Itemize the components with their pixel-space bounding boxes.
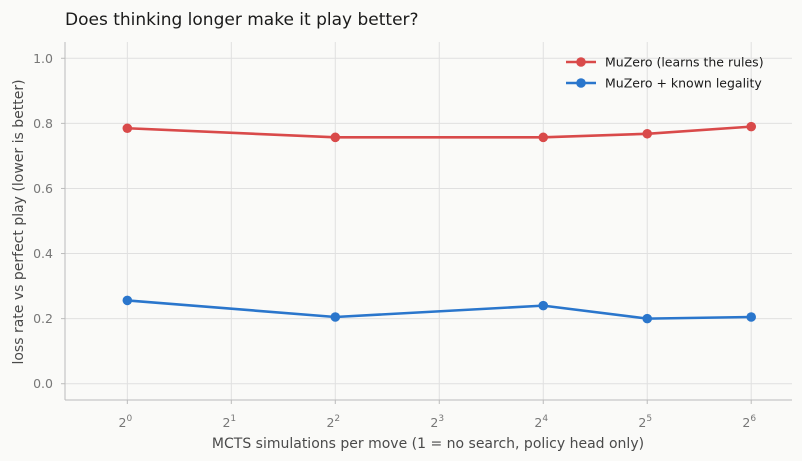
- y-axis-label: loss rate vs perfect play (lower is bett…: [11, 79, 27, 364]
- x-tick-label: 23: [430, 414, 444, 430]
- legend-label-1: MuZero + known legality: [605, 76, 762, 91]
- legend-label-0: MuZero (learns the rules): [605, 55, 764, 70]
- x-tick-label: 22: [326, 414, 340, 430]
- legend-marker-1: [576, 78, 586, 88]
- data-point: [122, 123, 133, 134]
- legend: MuZero (learns the rules) MuZero + known …: [566, 55, 764, 91]
- data-point: [538, 300, 549, 311]
- y-tick-label: 1.0: [33, 51, 53, 66]
- data-point: [538, 132, 549, 143]
- y-tick-label: 0.4: [33, 246, 53, 261]
- data-point: [122, 295, 133, 306]
- x-tick-label: 24: [534, 414, 548, 430]
- y-tick-label: 0.2: [33, 311, 53, 326]
- x-tick-label: 21: [222, 414, 236, 430]
- data-point: [642, 128, 653, 139]
- x-tick-label: 25: [638, 414, 652, 430]
- y-tick-label: 0.8: [33, 116, 53, 131]
- data-point: [746, 121, 757, 132]
- x-axis-label: MCTS simulations per move (1 = no search…: [212, 436, 644, 452]
- grid: [65, 42, 792, 400]
- data-point: [746, 312, 757, 322]
- legend-marker-0: [576, 57, 586, 67]
- data-point: [330, 132, 341, 143]
- series-layer: [122, 121, 757, 324]
- axes: [61, 42, 792, 404]
- chart-title: Does thinking longer make it play better…: [65, 10, 419, 30]
- x-tick-label: 20: [118, 414, 132, 430]
- x-tick-label: 26: [742, 414, 756, 430]
- data-point: [330, 312, 341, 322]
- y-tick-label: 0.0: [33, 376, 53, 391]
- tick-labels: 0.0 0.2 0.4 0.6 0.8 1.0 20 21 22 23 24 25 26: [33, 51, 756, 430]
- y-tick-label: 0.6: [33, 181, 53, 196]
- data-point: [642, 313, 653, 324]
